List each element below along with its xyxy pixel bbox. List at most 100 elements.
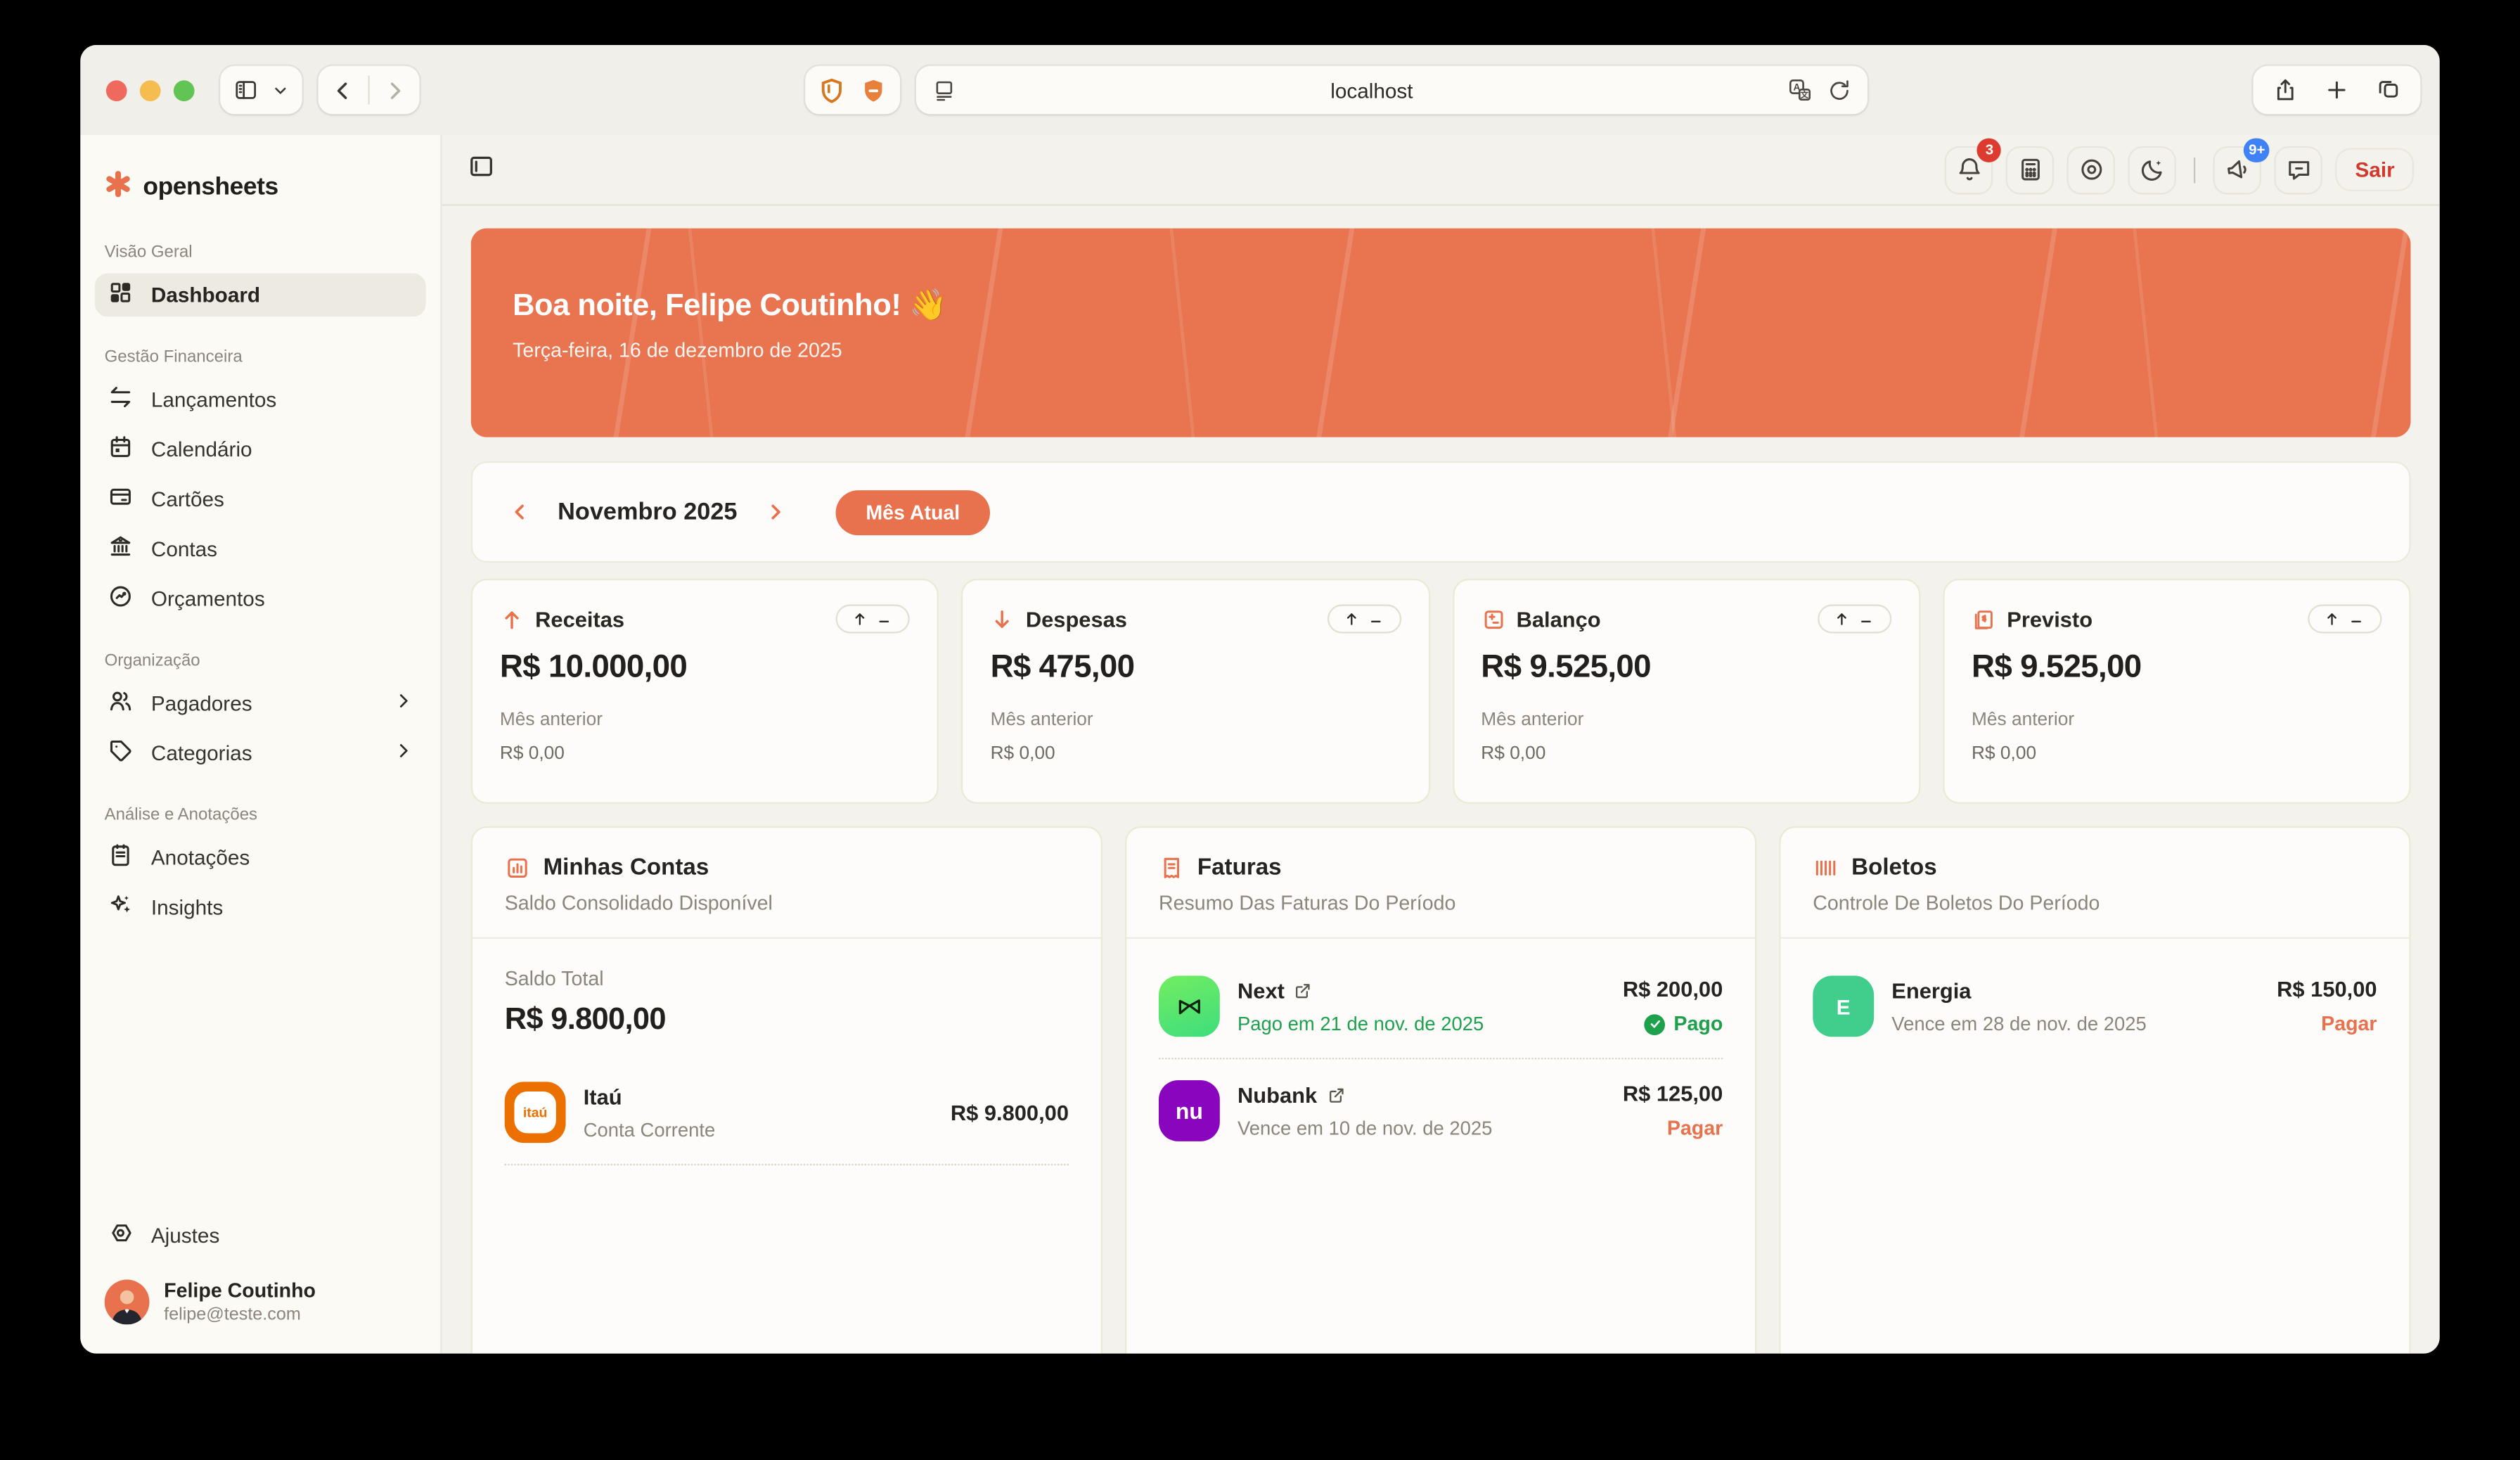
month-label: Novembro 2025	[558, 498, 738, 526]
invoice-name: Nubank	[1238, 1082, 1492, 1107]
sidebar-item-label: Contas	[150, 537, 218, 561]
share-icon[interactable]	[2272, 77, 2299, 103]
accounts-subtitle: Saldo Consolidado Disponível	[504, 892, 773, 915]
sidebar-item-categorias[interactable]: Categorias	[95, 731, 426, 775]
sidebar-item-calendario[interactable]: Calendário	[95, 428, 426, 471]
boleto-name: Energia	[1891, 978, 1972, 1003]
stat-card-receitas: Receitas R$ 10.000,00 Mês anterior R$ 0,…	[470, 578, 939, 804]
next-month-button[interactable]	[763, 500, 787, 524]
announcements-badge: 9+	[2244, 137, 2270, 162]
current-month-button[interactable]: Mês Atual	[835, 489, 991, 534]
shield-extension-icon[interactable]	[818, 77, 845, 104]
stat-card-previsto: Previsto R$ 9.525,00 Mês anterior R$ 0,0…	[1942, 578, 2411, 804]
announcements-button[interactable]: 9+	[2213, 137, 2270, 194]
stat-prev-value: R$ 0,00	[990, 744, 1055, 764]
arrow-up-icon	[500, 607, 524, 631]
reload-icon[interactable]	[1827, 78, 1851, 102]
greeting-banner: Boa noite, Felipe Coutinho! 👋 Terça-feir…	[471, 229, 2411, 437]
sidebar-item-label: Categorias	[150, 741, 252, 765]
boletos-title: Boletos	[1851, 854, 1937, 881]
chevron-down-icon	[271, 81, 289, 98]
account-type: Conta Corrente	[583, 1118, 716, 1141]
sidebar-item-cartoes[interactable]: Cartões	[95, 478, 426, 521]
banknote-icon	[1972, 607, 1995, 631]
sidebar-item-contas[interactable]: Contas	[95, 527, 426, 571]
chevron-right-icon	[394, 691, 413, 715]
privacy-button[interactable]	[2067, 145, 2116, 194]
sidebar-toggle-group[interactable]	[220, 65, 302, 115]
feedback-button[interactable]	[2275, 145, 2323, 194]
nav-divider	[368, 75, 370, 105]
user-profile[interactable]: Felipe Coutinho felipe@teste.com	[80, 1260, 440, 1334]
calculator-button[interactable]	[2006, 145, 2055, 194]
sidebar-item-pagadores[interactable]: Pagadores	[95, 681, 426, 725]
pay-boleto-button[interactable]: Pagar	[2321, 1012, 2377, 1035]
sidebar-item-ajustes[interactable]: Ajustes	[95, 1214, 426, 1257]
dark-mode-button[interactable]	[2128, 145, 2177, 194]
url-text[interactable]: localhost	[1330, 77, 1413, 103]
stat-title: Balanço	[1516, 606, 1601, 632]
minimize-window-button[interactable]	[139, 79, 161, 101]
trend-toggle-button[interactable]	[836, 604, 911, 634]
zoom-window-button[interactable]	[173, 79, 195, 101]
sidebar-item-dashboard[interactable]: Dashboard	[94, 273, 426, 317]
invoices-title: Faturas	[1197, 854, 1282, 881]
arrow-down-icon	[991, 607, 1015, 631]
collapse-sidebar-icon[interactable]	[468, 152, 495, 187]
users-icon	[108, 688, 134, 718]
account-row-itau[interactable]: itaú Itaú Conta Corrente R$ 9.800,00	[504, 1061, 1069, 1166]
trend-toggle-button[interactable]	[2308, 604, 2382, 634]
invoice-amount: R$ 200,00	[1622, 977, 1723, 1001]
sidebar-item-label: Lançamentos	[150, 387, 277, 412]
external-link-icon[interactable]	[1327, 1086, 1344, 1103]
boleto-due-line: Vence em 28 de nov. de 2025	[1891, 1011, 2147, 1035]
sidebar-item-lancamentos[interactable]: Lançamentos	[95, 378, 426, 421]
previous-month-button[interactable]	[508, 500, 532, 524]
tab-overview-icon[interactable]	[2375, 77, 2401, 103]
reader-view-icon[interactable]	[932, 78, 956, 102]
sidebar-item-anotacoes[interactable]: Anotações	[95, 836, 426, 880]
stat-card-balanco: Balanço R$ 9.525,00 Mês anterior R$ 0,00	[1452, 578, 1920, 804]
greeting-text: Boa noite, Felipe Coutinho! 👋	[513, 289, 947, 324]
back-button[interactable]	[331, 78, 355, 102]
barcode-icon	[1813, 855, 1839, 881]
stat-prev-label: Mês anterior	[1481, 710, 1584, 730]
invoice-row-nubank[interactable]: nu Nubank Vence em 10 de n	[1158, 1057, 1723, 1163]
close-window-button[interactable]	[105, 79, 127, 101]
layout-dashboard-icon	[108, 280, 134, 310]
stat-title: Receitas	[535, 606, 625, 632]
sidebar-item-label: Anotações	[150, 845, 250, 870]
sidebar: opensheets Visão Geral Dashboard Gestão …	[80, 134, 442, 1354]
invoice-row-next[interactable]: Next Pago em 21 de nov. de 2025	[1158, 955, 1723, 1058]
shield-block-extension-icon[interactable]	[860, 77, 887, 104]
svg-text:文: 文	[1801, 89, 1809, 99]
invoice-name: Next	[1238, 978, 1484, 1002]
sidebar-item-label: Calendário	[150, 437, 252, 461]
forward-button[interactable]	[382, 78, 406, 102]
trend-toggle-button[interactable]	[1326, 604, 1401, 634]
external-link-icon[interactable]	[1294, 981, 1312, 999]
stat-prev-label: Mês anterior	[990, 710, 1093, 730]
app-logo-text: opensheets	[143, 173, 278, 201]
notifications-button[interactable]: 3	[1945, 137, 2002, 194]
stat-title: Previsto	[2007, 606, 2093, 632]
sidebar-item-insights[interactable]: Insights	[95, 885, 426, 929]
stat-title: Despesas	[1025, 606, 1127, 632]
new-tab-icon[interactable]	[2324, 77, 2350, 103]
sidebar-section-analise: Análise e Anotações	[104, 805, 258, 825]
sidebar-item-orcamentos[interactable]: Orçamentos	[95, 577, 426, 621]
boleto-row-energia[interactable]: E Energia Vence em 28 de nov. de 2025 R$…	[1813, 955, 2377, 1058]
app-logo[interactable]: opensheets	[80, 135, 440, 215]
arrow-right-left-icon	[108, 384, 134, 414]
avatar	[104, 1279, 150, 1325]
greeting-date: Terça-feira, 16 de dezembro de 2025	[513, 339, 842, 362]
pay-invoice-button[interactable]: Pagar	[1666, 1117, 1723, 1140]
trend-toggle-button[interactable]	[1817, 604, 1891, 634]
logout-button[interactable]: Sair	[2336, 148, 2415, 191]
stat-prev-label: Mês anterior	[499, 710, 603, 730]
invoice-amount: R$ 125,00	[1622, 1082, 1723, 1106]
